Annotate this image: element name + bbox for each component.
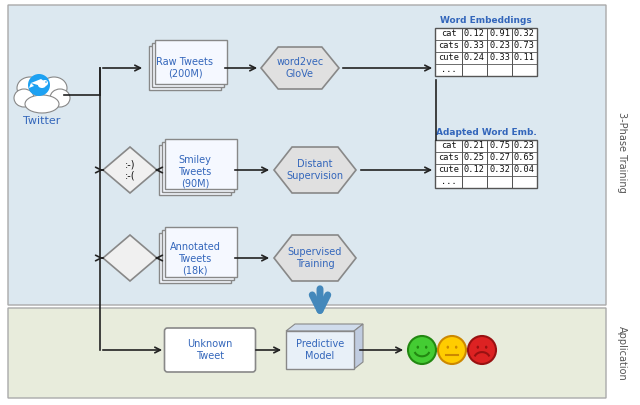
Ellipse shape: [425, 345, 428, 349]
Text: 0.75: 0.75: [489, 141, 510, 151]
Text: cute: cute: [438, 53, 459, 62]
Text: 0.12: 0.12: [464, 30, 485, 38]
Text: 0.32: 0.32: [514, 30, 535, 38]
Text: Word Embeddings: Word Embeddings: [440, 16, 532, 25]
Text: cats: cats: [438, 153, 459, 162]
Text: 0.11: 0.11: [514, 53, 535, 62]
Polygon shape: [354, 324, 363, 369]
Text: 0.91: 0.91: [489, 30, 510, 38]
Text: Annotated
Tweets
(18k): Annotated Tweets (18k): [170, 243, 220, 275]
Ellipse shape: [25, 95, 59, 113]
Polygon shape: [103, 147, 157, 193]
Text: Predictive
Model: Predictive Model: [296, 339, 344, 361]
Polygon shape: [261, 47, 339, 89]
FancyBboxPatch shape: [149, 46, 221, 90]
Ellipse shape: [417, 345, 419, 349]
Text: 0.65: 0.65: [514, 153, 535, 162]
Text: Adapted Word Emb.: Adapted Word Emb.: [436, 128, 536, 137]
Text: cat: cat: [440, 30, 456, 38]
Text: 0.21: 0.21: [464, 141, 485, 151]
Text: cat: cat: [440, 141, 456, 151]
Ellipse shape: [41, 77, 67, 99]
Bar: [435, 140, 537, 188]
Text: ...: ...: [440, 177, 456, 186]
FancyBboxPatch shape: [8, 308, 606, 398]
Circle shape: [28, 74, 50, 96]
Text: 0.33: 0.33: [489, 53, 510, 62]
Text: Unknown
Tweet: Unknown Tweet: [188, 339, 233, 361]
FancyBboxPatch shape: [159, 145, 231, 195]
Ellipse shape: [50, 89, 70, 107]
Text: 0.73: 0.73: [514, 41, 535, 51]
Text: 0.04: 0.04: [514, 166, 535, 175]
Text: Supervised
Training: Supervised Training: [288, 247, 342, 269]
Bar: [435, 28, 537, 76]
FancyBboxPatch shape: [159, 233, 231, 283]
Ellipse shape: [485, 345, 488, 349]
Circle shape: [438, 336, 466, 364]
Text: Twitter: Twitter: [23, 116, 61, 126]
Circle shape: [408, 336, 436, 364]
Text: :-)
:-(: :-) :-(: [125, 159, 135, 181]
Ellipse shape: [22, 79, 62, 109]
Text: 0.24: 0.24: [464, 53, 485, 62]
Polygon shape: [274, 235, 356, 281]
Circle shape: [468, 336, 496, 364]
Ellipse shape: [14, 89, 34, 107]
Circle shape: [42, 80, 48, 86]
Text: 0.23: 0.23: [514, 141, 535, 151]
Text: cats: cats: [438, 41, 459, 51]
FancyBboxPatch shape: [162, 142, 234, 192]
Text: cute: cute: [438, 166, 459, 175]
Text: Raw Tweets
(200M): Raw Tweets (200M): [157, 57, 214, 79]
Ellipse shape: [447, 345, 449, 349]
Ellipse shape: [455, 345, 458, 349]
Text: 0.23: 0.23: [489, 41, 510, 51]
Polygon shape: [286, 324, 363, 331]
Ellipse shape: [17, 77, 43, 99]
FancyBboxPatch shape: [165, 139, 237, 189]
Polygon shape: [29, 83, 34, 88]
Bar: [286, 331, 354, 369]
Text: word2vec
GloVe: word2vec GloVe: [276, 57, 324, 79]
FancyBboxPatch shape: [155, 40, 227, 84]
FancyBboxPatch shape: [162, 230, 234, 280]
Ellipse shape: [38, 82, 46, 88]
FancyBboxPatch shape: [164, 328, 255, 372]
Text: Application: Application: [617, 326, 627, 380]
Ellipse shape: [477, 345, 479, 349]
Text: 0.32: 0.32: [489, 166, 510, 175]
Text: 0.27: 0.27: [489, 153, 510, 162]
Text: Smiley
Tweets
(90M): Smiley Tweets (90M): [179, 156, 212, 189]
Text: Distant
Supervision: Distant Supervision: [287, 159, 344, 181]
FancyBboxPatch shape: [152, 43, 224, 87]
Text: ...: ...: [440, 66, 456, 75]
Polygon shape: [103, 235, 157, 281]
Text: 3-Phase Training: 3-Phase Training: [617, 112, 627, 192]
Circle shape: [45, 81, 47, 83]
Text: 0.33: 0.33: [464, 41, 485, 51]
Text: 0.12: 0.12: [464, 166, 485, 175]
FancyBboxPatch shape: [165, 227, 237, 277]
FancyBboxPatch shape: [8, 5, 606, 305]
Text: 0.25: 0.25: [464, 153, 485, 162]
Polygon shape: [31, 79, 47, 86]
Polygon shape: [274, 147, 356, 193]
